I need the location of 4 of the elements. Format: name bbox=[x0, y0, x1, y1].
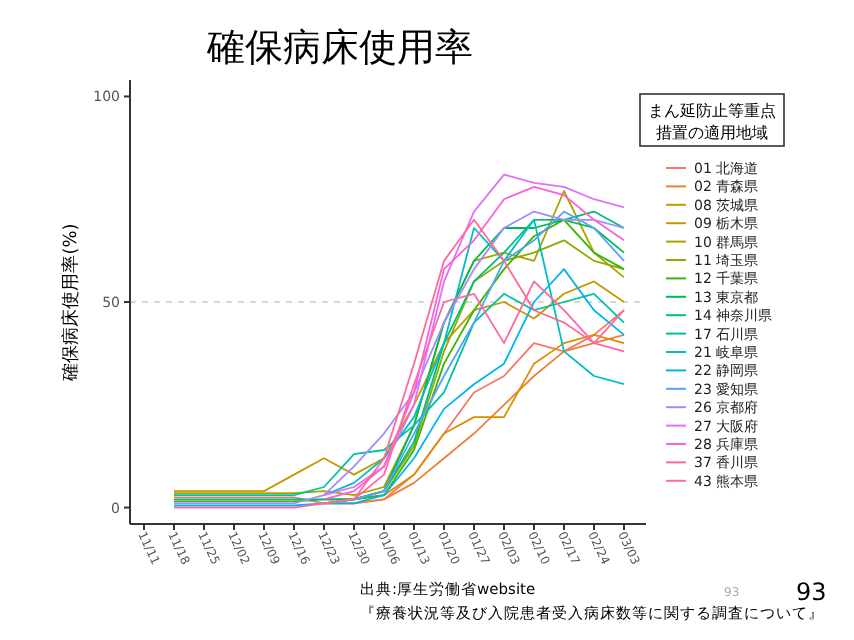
text: 93 bbox=[796, 578, 827, 606]
legend-title: まん延防止等重点措置の適用地域 bbox=[648, 102, 776, 142]
y-axis-title: 確保病床使用率(%) bbox=[60, 223, 82, 383]
chart-title: 確保病床使用率 bbox=[205, 26, 473, 70]
